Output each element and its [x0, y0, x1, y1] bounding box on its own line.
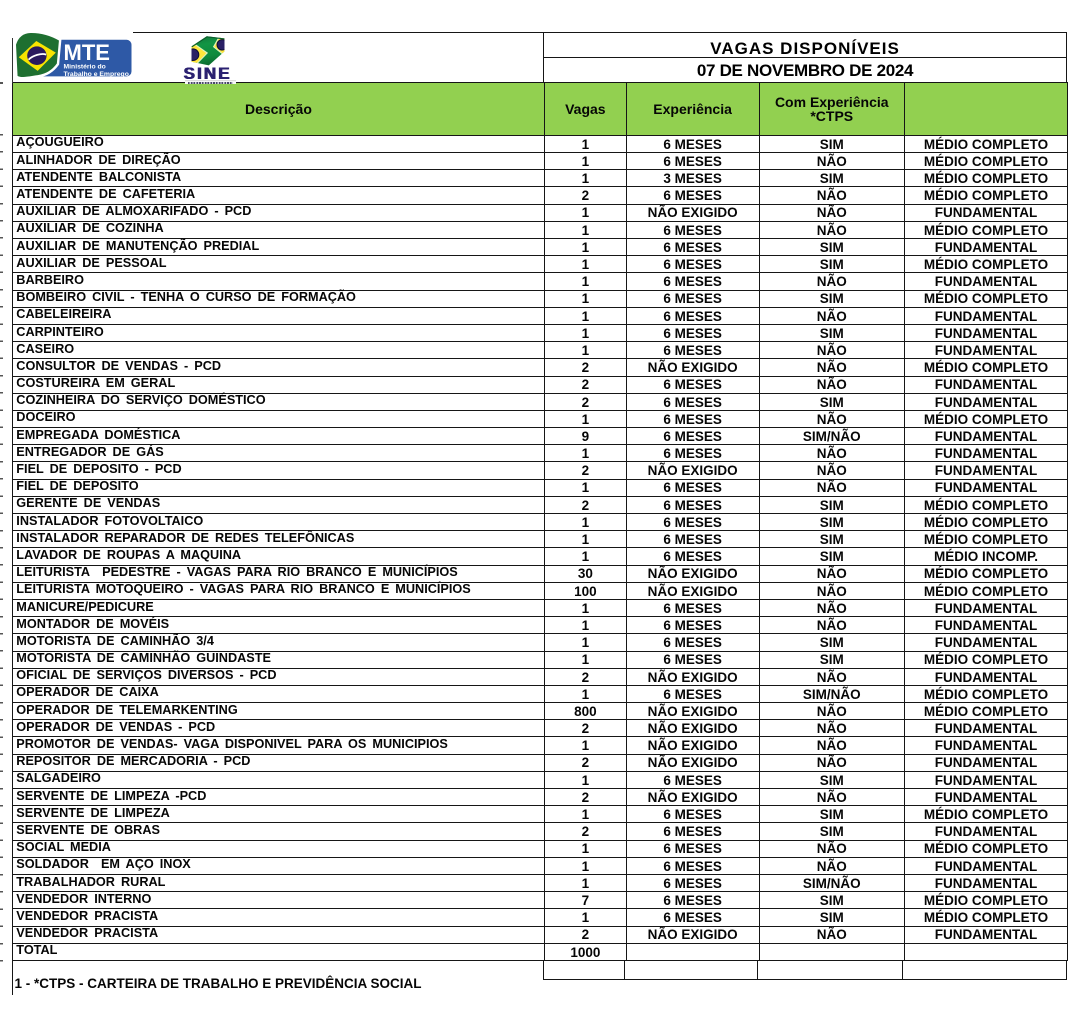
svg-text:Ministério do: Ministério do: [64, 64, 106, 71]
svg-text:MTE: MTE: [64, 40, 110, 65]
svg-text:Trabalho e Emprego: Trabalho e Emprego: [64, 71, 129, 78]
